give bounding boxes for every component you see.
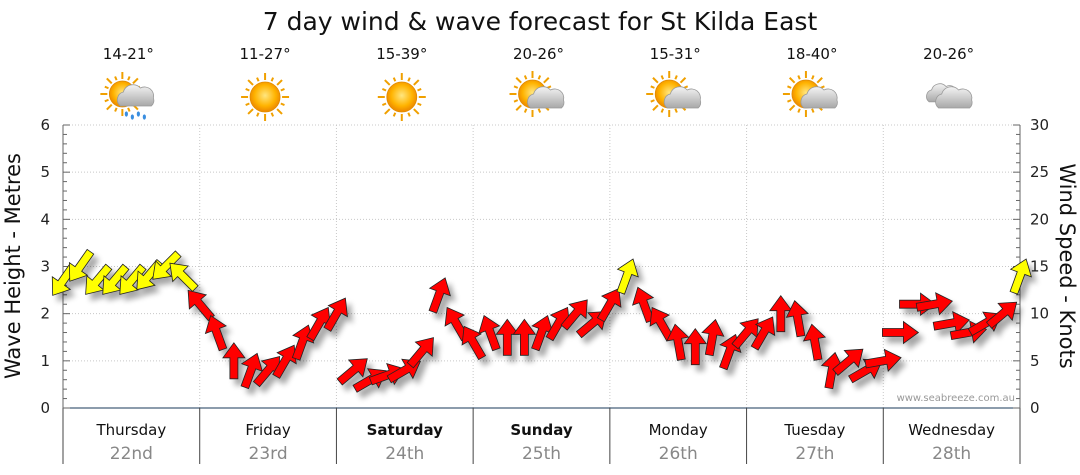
day-name: Friday bbox=[245, 421, 291, 439]
left-tick-label: 4 bbox=[40, 210, 50, 228]
wind-arrow bbox=[478, 314, 501, 352]
day-date: 26th bbox=[659, 444, 698, 464]
weather-icons bbox=[100, 71, 973, 121]
cloud-icon bbox=[926, 83, 973, 109]
right-tick-label: 5 bbox=[1030, 352, 1040, 370]
day-date: 27th bbox=[795, 444, 834, 464]
wind-arrow bbox=[596, 288, 622, 323]
wind-arrow bbox=[272, 344, 297, 379]
wind-arrow bbox=[152, 250, 182, 280]
wind-arrow bbox=[323, 297, 348, 332]
left-tick-label: 6 bbox=[40, 116, 50, 134]
day-temperature: 11-27° bbox=[240, 45, 291, 63]
day-name: Sunday bbox=[510, 421, 573, 439]
chart-title: 7 day wind & wave forecast for St Kilda … bbox=[263, 7, 818, 36]
wind-arrow bbox=[785, 300, 809, 338]
day-name: Monday bbox=[649, 421, 708, 439]
watermark: www.seabreeze.com.au bbox=[897, 393, 1015, 404]
plot-grid bbox=[62, 124, 1021, 464]
left-tick-label: 2 bbox=[40, 305, 50, 323]
day-labels: Thursday 22nd Friday 23rd Saturday 24th Sunday… bbox=[95, 421, 995, 464]
day-name: Thursday bbox=[95, 421, 166, 439]
wind-arrow bbox=[461, 325, 487, 361]
day-temperature: 18-40° bbox=[786, 45, 837, 63]
wind-arrow bbox=[731, 318, 759, 350]
wind-arrow bbox=[632, 286, 655, 323]
right-tick-label: 15 bbox=[1030, 258, 1049, 276]
right-tick-label: 20 bbox=[1030, 210, 1049, 228]
wind-arrow bbox=[68, 248, 95, 282]
right-tick-label: 0 bbox=[1030, 399, 1040, 417]
left-tick-label: 1 bbox=[40, 352, 50, 370]
wind-arrow bbox=[222, 342, 246, 380]
sun-icon bbox=[377, 73, 426, 121]
right-axis-label: Wind Speed - Knots bbox=[1055, 163, 1079, 368]
day-date: 24th bbox=[385, 444, 424, 464]
wind-arrow bbox=[1009, 258, 1032, 295]
wind-arrow bbox=[864, 348, 902, 372]
day-temperature: 20-26° bbox=[923, 45, 974, 63]
wind-arrow bbox=[560, 299, 588, 331]
sun-cloud-icon bbox=[782, 71, 838, 117]
right-tick-label: 10 bbox=[1030, 305, 1049, 323]
day-name: Wednesday bbox=[908, 421, 995, 439]
wind-arrow bbox=[701, 318, 725, 357]
wind-arrow bbox=[750, 316, 776, 351]
wind-arrow bbox=[915, 292, 953, 316]
wind-arrow bbox=[204, 314, 228, 352]
wind-arrow bbox=[495, 318, 520, 356]
sun-icon bbox=[241, 73, 290, 121]
wind-arrow bbox=[240, 352, 263, 390]
day-temperature: 14-21° bbox=[103, 45, 154, 63]
day-temperature: 20-26° bbox=[513, 45, 564, 63]
daily-temperatures: 14-21° 11-27° 15-39° 20-26° 15-31° 18-40° 20-2… bbox=[103, 45, 974, 63]
wind-arrow bbox=[512, 318, 537, 356]
wind-arrow bbox=[616, 258, 639, 295]
right-axis: 0 5 10 15 20 25 30 bbox=[1030, 116, 1049, 417]
right-tick-label: 30 bbox=[1030, 116, 1049, 134]
day-date: 28th bbox=[932, 444, 971, 464]
wind-arrow bbox=[802, 323, 827, 361]
wind-arrow bbox=[428, 277, 451, 314]
sun-cloud-icon bbox=[646, 71, 702, 117]
day-temperature: 15-39° bbox=[376, 45, 427, 63]
day-name: Tuesday bbox=[783, 421, 845, 439]
wind-arrow bbox=[666, 323, 690, 361]
left-tick-label: 0 bbox=[40, 399, 50, 417]
day-temperature: 15-31° bbox=[650, 45, 701, 63]
left-tick-label: 3 bbox=[40, 258, 50, 276]
wind-arrow bbox=[985, 301, 1018, 329]
left-axis-label: Wave Height - Metres bbox=[1, 153, 25, 379]
wind-arrow bbox=[882, 320, 920, 345]
day-name: Saturday bbox=[367, 421, 444, 439]
left-axis: 0 1 2 3 4 5 6 bbox=[40, 116, 50, 417]
wind-arrow bbox=[169, 262, 199, 293]
wind-arrow bbox=[832, 348, 864, 376]
day-date: 22nd bbox=[110, 444, 153, 464]
sun-cloud-rain-icon bbox=[100, 72, 155, 120]
wind-arrow bbox=[336, 358, 368, 386]
sun-cloud-icon bbox=[509, 71, 565, 117]
left-tick-label: 5 bbox=[40, 163, 50, 181]
wind-arrow bbox=[683, 328, 708, 366]
day-date: 23rd bbox=[249, 444, 288, 464]
day-date: 25th bbox=[522, 444, 561, 464]
wind-arrows bbox=[51, 248, 1032, 393]
wind-arrow bbox=[406, 337, 434, 369]
right-tick-label: 25 bbox=[1030, 163, 1049, 181]
